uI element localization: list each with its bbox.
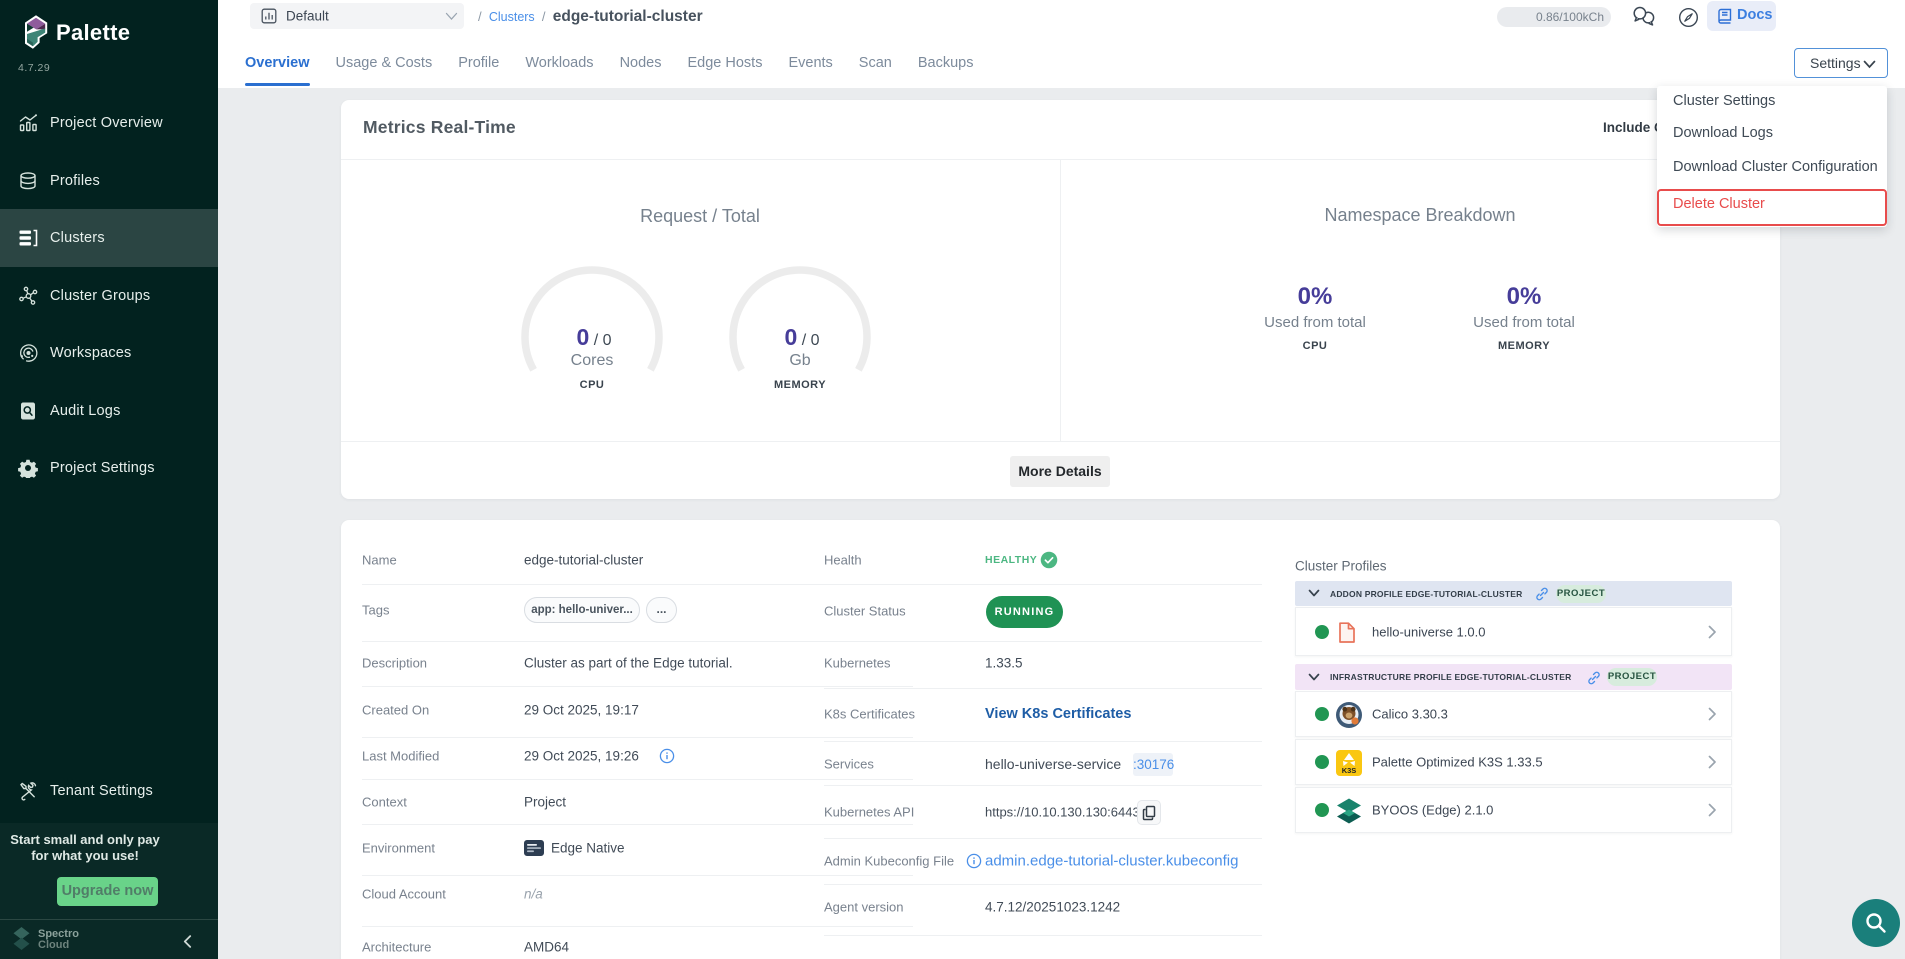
svg-text:K3S: K3S — [1342, 766, 1357, 775]
